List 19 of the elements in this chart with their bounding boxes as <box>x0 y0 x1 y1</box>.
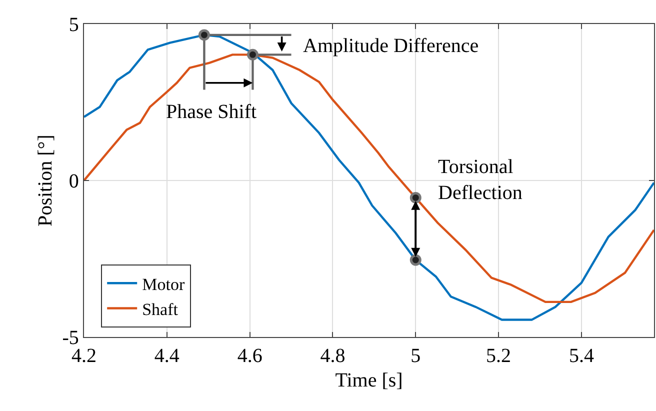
annotation: Amplitude Difference <box>303 35 479 57</box>
legend-label: Motor <box>142 274 185 294</box>
x-tick-label: 5.2 <box>486 345 512 368</box>
x-tick-label: 5.4 <box>568 345 594 368</box>
legend-label: Shaft <box>142 300 178 319</box>
annotation: Phase Shift <box>166 101 257 123</box>
x-tick-label: 4.4 <box>154 345 180 368</box>
y-tick-label: 0 <box>68 170 79 192</box>
point <box>246 48 258 60</box>
x-tick-label: 4.6 <box>237 345 262 368</box>
annotation: Torsional Deflection <box>438 156 522 204</box>
point <box>410 192 422 204</box>
point <box>198 29 210 41</box>
y-tick-label: 5 <box>68 14 79 36</box>
point <box>410 254 422 266</box>
x-axis-title: Time [s] <box>335 370 403 392</box>
x-tick-label: 4.8 <box>320 345 346 368</box>
y-axis-title: Position [°] <box>34 134 57 226</box>
x-tick-label: 5 <box>410 345 421 368</box>
